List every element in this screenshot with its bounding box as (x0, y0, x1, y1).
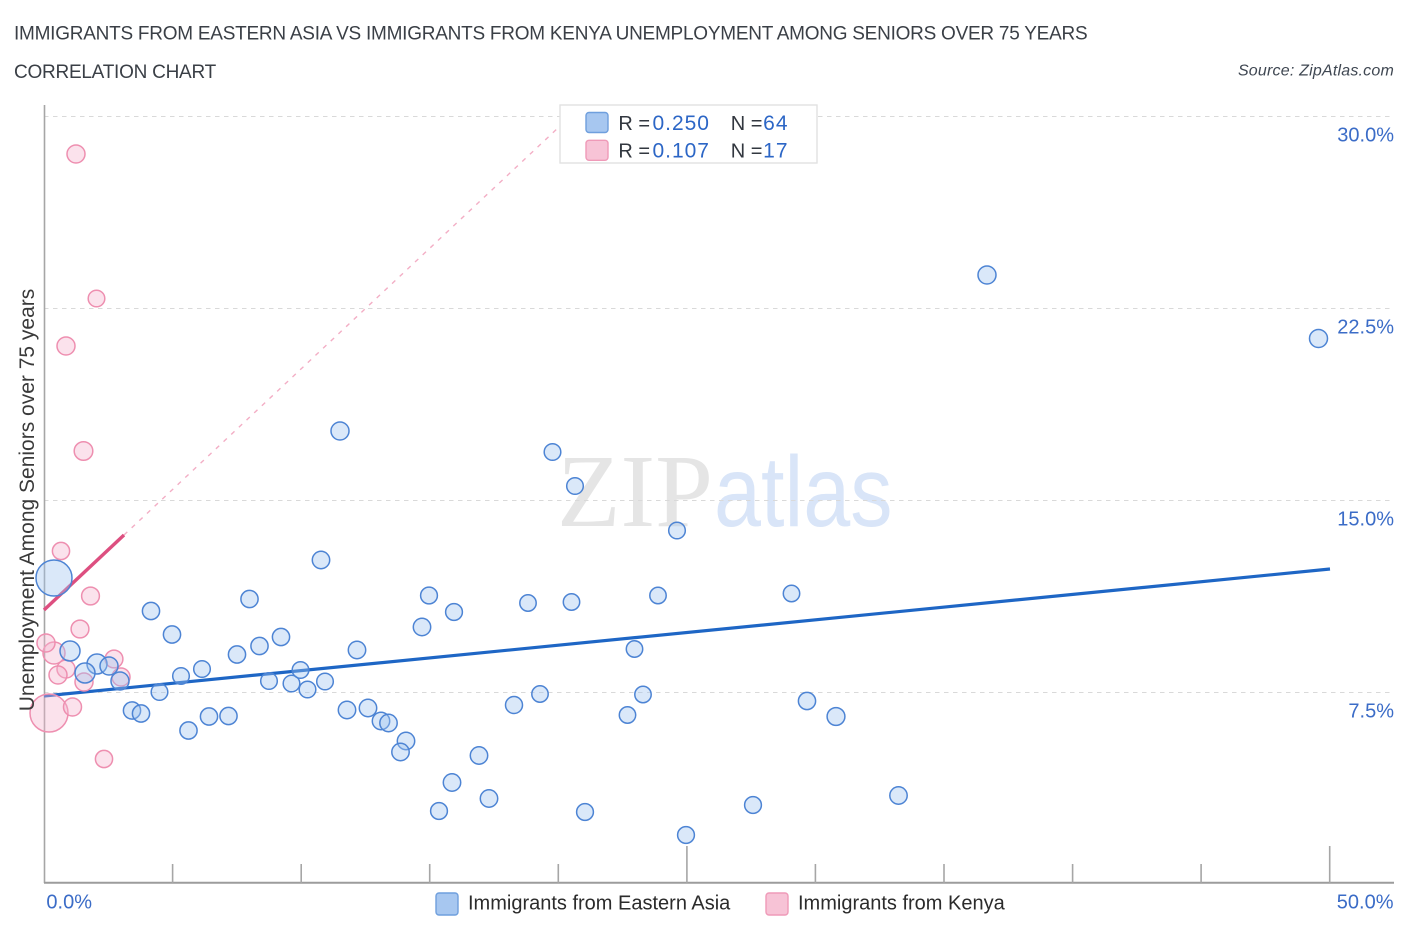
svg-text:atlas: atlas (714, 435, 892, 547)
svg-text:7.5%: 7.5% (1348, 700, 1394, 722)
svg-text:17: 17 (763, 140, 788, 163)
svg-text:Immigrants from Eastern Asia: Immigrants from Eastern Asia (468, 893, 731, 915)
svg-text:0.107: 0.107 (652, 140, 710, 163)
svg-text:IMMIGRANTS FROM EASTERN ASIA V: IMMIGRANTS FROM EASTERN ASIA VS IMMIGRAN… (14, 24, 1087, 45)
svg-text:Immigrants from Kenya: Immigrants from Kenya (798, 893, 1006, 915)
svg-text:64: 64 (763, 112, 788, 135)
svg-text:0.0%: 0.0% (46, 891, 92, 913)
svg-text:0.250: 0.250 (652, 112, 710, 135)
svg-text:Source: ZipAtlas.com: Source: ZipAtlas.com (1238, 63, 1394, 80)
svg-text:R =: R = (618, 141, 650, 163)
svg-text:N =: N = (731, 141, 763, 163)
svg-text:50.0%: 50.0% (1337, 891, 1394, 913)
svg-text:30.0%: 30.0% (1337, 124, 1394, 146)
svg-text:15.0%: 15.0% (1337, 508, 1394, 530)
svg-text:CORRELATION CHART: CORRELATION CHART (14, 62, 217, 83)
svg-text:R =: R = (618, 113, 650, 135)
svg-text:ZIP: ZIP (557, 434, 713, 549)
svg-text:N =: N = (731, 113, 763, 135)
svg-text:22.5%: 22.5% (1337, 316, 1394, 338)
svg-text:Unemployment Among Seniors ove: Unemployment Among Seniors over 75 years (16, 289, 39, 712)
